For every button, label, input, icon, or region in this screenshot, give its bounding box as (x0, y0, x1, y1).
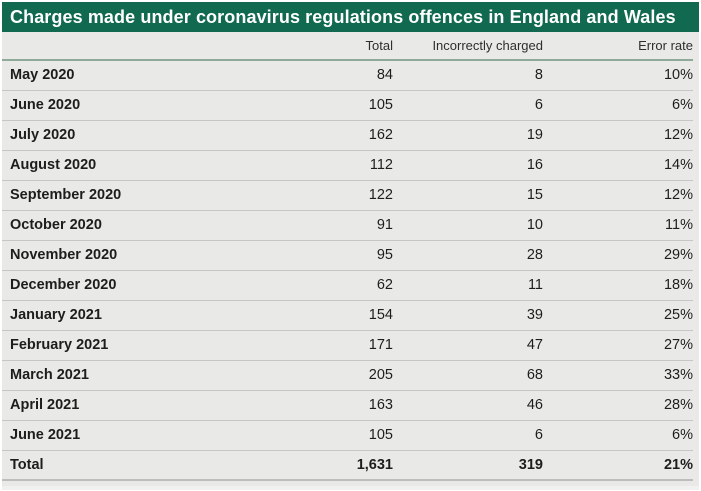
table-row: May 2020 84 8 10% (2, 60, 693, 90)
cell-incorrectly-charged: 19 (393, 119, 543, 150)
row-label: May 2020 (10, 67, 75, 84)
row-label: June 2021 (2, 419, 252, 450)
cell-total: 112 (252, 149, 393, 180)
cell-incorrectly-charged: 10 (393, 209, 543, 240)
table-row: November 2020 95 28 29% (2, 239, 693, 270)
cell-total: 105 (252, 419, 393, 450)
total-row-total: 1,631 (252, 449, 393, 481)
cell-error-rate: 12% (543, 119, 693, 150)
table-row: February 2021 171 47 27% (2, 329, 693, 360)
table-header: Total Incorrectly charged Error rate (2, 32, 693, 61)
table-row: December 2020 62 11 18% (2, 269, 693, 300)
row-label: February 2021 (2, 329, 252, 360)
cell-total: 154 (252, 299, 393, 330)
cell-error-rate: 6% (543, 89, 693, 120)
total-row: Total 1,631 319 21% (2, 449, 693, 481)
table-row: April 2021 163 46 28% (2, 389, 693, 420)
cell-incorrectly-charged: 8 (534, 67, 543, 84)
table-row: July 2020 162 19 12% (2, 119, 693, 150)
table-row: August 2020 112 16 14% (2, 149, 693, 180)
cell-incorrectly-charged: 47 (393, 329, 543, 360)
table-body: May 2020 84 8 10% June 2020 105 6 6% July 2020 16… (2, 60, 693, 450)
data-table: Total Incorrectly charged Error rate May… (2, 32, 693, 481)
cell-error-rate: 25% (543, 299, 693, 330)
table-row: September 2020 122 15 12% (2, 179, 693, 210)
cell-incorrectly-charged: 11 (393, 269, 543, 300)
cell-incorrectly-charged: 16 (393, 149, 543, 180)
cell-total: 205 (252, 359, 393, 390)
cell-total: 163 (252, 389, 393, 420)
cell-incorrectly-charged: 6 (393, 89, 543, 120)
row-label: April 2021 (2, 389, 252, 420)
table-row: June 2021 105 6 6% (2, 419, 693, 450)
row-label: June 2020 (2, 89, 252, 120)
column-header-incorrectly-charged: Incorrectly charged (393, 32, 543, 61)
cell-error-rate: 27% (543, 329, 693, 360)
cell-total: 105 (252, 89, 393, 120)
page-title: Charges made under coronavirus regulatio… (10, 6, 676, 27)
cell-total: 91 (252, 209, 393, 240)
cell-error-rate: 10% (663, 67, 693, 84)
cell-total: 171 (252, 329, 393, 360)
cell-error-rate: 18% (543, 269, 693, 300)
cell-error-rate: 6% (543, 419, 693, 450)
cell-total: 62 (252, 269, 393, 300)
cell-incorrectly-charged: 68 (393, 359, 543, 390)
column-header-total: Total (252, 32, 393, 61)
title-bar: Charges made under coronavirus regulatio… (2, 2, 699, 32)
cell-error-rate: 14% (543, 149, 693, 180)
cell-incorrectly-charged: 15 (393, 179, 543, 210)
row-label: December 2020 (2, 269, 252, 300)
total-row-incorrectly-charged: 319 (393, 449, 543, 481)
column-header-label (2, 32, 252, 61)
cell-total: 84 (376, 67, 393, 84)
cell-incorrectly-charged: 28 (393, 239, 543, 270)
header-row: Total Incorrectly charged Error rate (2, 32, 693, 61)
row-label: July 2020 (2, 119, 252, 150)
row-label: August 2020 (2, 149, 252, 180)
total-row-error-rate: 21% (543, 449, 693, 481)
cell-incorrectly-charged: 39 (393, 299, 543, 330)
table-row: June 2020 105 6 6% (2, 89, 693, 120)
cell-total: 162 (252, 119, 393, 150)
cell-error-rate: 12% (543, 179, 693, 210)
table-row: January 2021 154 39 25% (2, 299, 693, 330)
cell-error-rate: 28% (543, 389, 693, 420)
table-area: Total Incorrectly charged Error rate May… (2, 32, 699, 486)
cell-error-rate: 11% (543, 209, 693, 240)
row-label: October 2020 (2, 209, 252, 240)
row-label: September 2020 (2, 179, 252, 210)
bottom-margin (2, 486, 699, 490)
cell-total: 95 (252, 239, 393, 270)
cell-error-rate: 29% (543, 239, 693, 270)
total-row-label: Total (2, 449, 252, 481)
cell-error-rate: 33% (543, 359, 693, 390)
table-row: October 2020 91 10 11% (2, 209, 693, 240)
row-label: March 2021 (2, 359, 252, 390)
cell-total: 122 (252, 179, 393, 210)
column-header-error-rate: Error rate (543, 32, 693, 61)
table-footer: Total 1,631 319 21% (2, 449, 693, 481)
cell-incorrectly-charged: 46 (393, 389, 543, 420)
table-row: March 2021 205 68 33% (2, 359, 693, 390)
cell-incorrectly-charged: 6 (393, 419, 543, 450)
row-label: January 2021 (2, 299, 252, 330)
row-label: November 2020 (2, 239, 252, 270)
